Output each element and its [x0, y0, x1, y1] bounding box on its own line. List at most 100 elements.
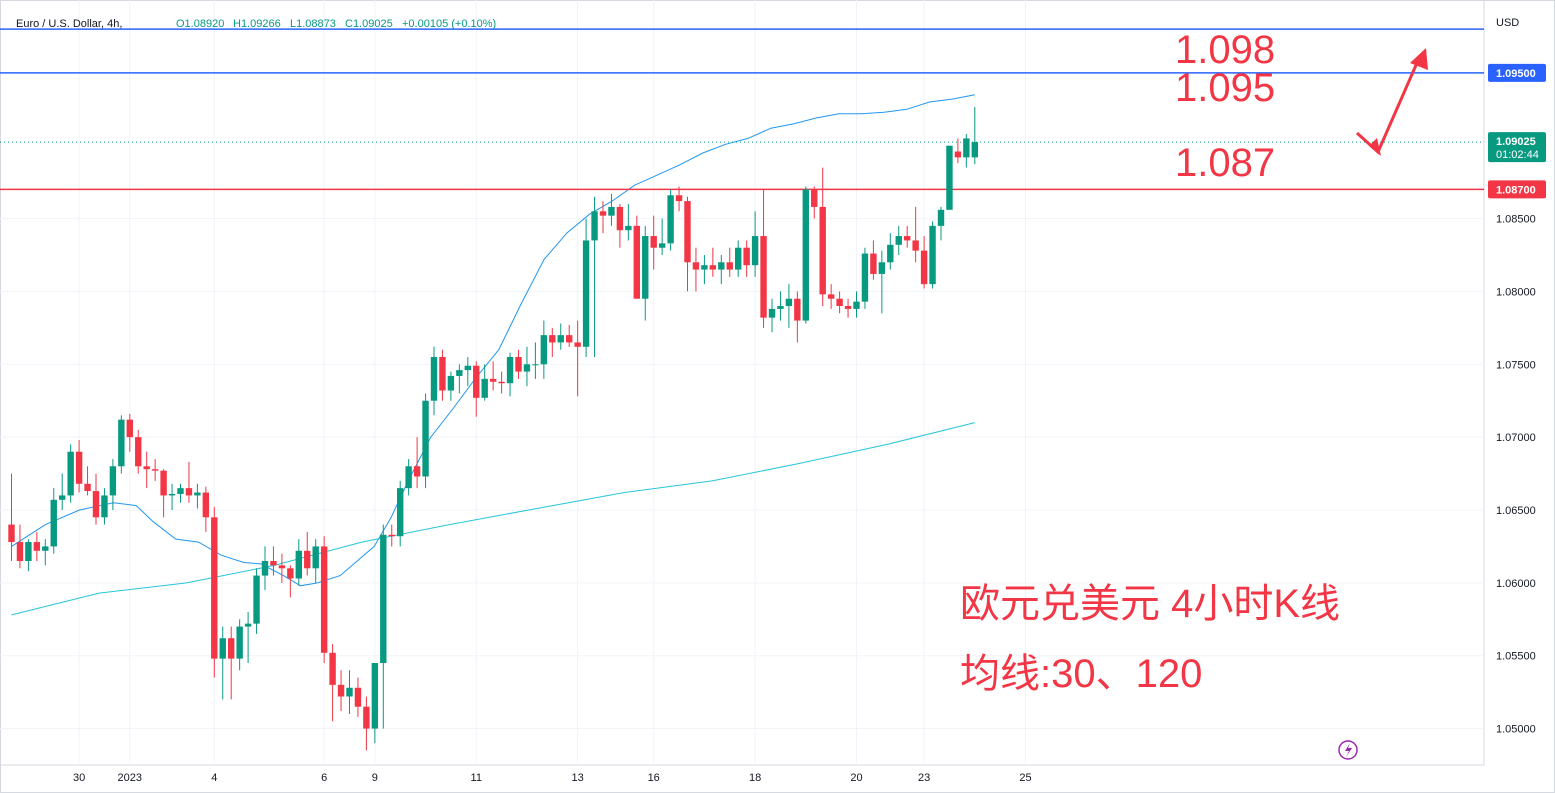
candle[interactable]: [946, 145, 953, 210]
candle[interactable]: [574, 320, 581, 397]
candle[interactable]: [219, 626, 226, 700]
candle[interactable]: [253, 568, 260, 634]
candle[interactable]: [346, 670, 353, 714]
candle[interactable]: [135, 429, 142, 474]
candle[interactable]: [337, 670, 345, 712]
candles[interactable]: [8, 106, 978, 751]
candle[interactable]: [667, 189, 674, 251]
candle[interactable]: [582, 218, 590, 357]
candle[interactable]: [811, 186, 818, 219]
candle[interactable]: [109, 459, 117, 510]
candle[interactable]: [489, 361, 497, 391]
candle[interactable]: [354, 677, 362, 717]
candle[interactable]: [380, 524, 387, 729]
candle[interactable]: [591, 196, 598, 357]
candle[interactable]: [616, 204, 624, 248]
candle[interactable]: [692, 247, 700, 292]
candle[interactable]: [794, 291, 801, 343]
candle[interactable]: [937, 206, 945, 241]
candle[interactable]: [92, 473, 100, 525]
candle[interactable]: [929, 221, 936, 289]
candle[interactable]: [971, 106, 978, 165]
candle[interactable]: [236, 619, 243, 671]
candle[interactable]: [912, 206, 919, 263]
candle[interactable]: [608, 193, 615, 226]
candle[interactable]: [532, 342, 539, 379]
candle[interactable]: [363, 696, 370, 751]
candle[interactable]: [168, 483, 176, 510]
candle[interactable]: [718, 255, 725, 285]
candle[interactable]: [287, 565, 294, 598]
candle[interactable]: [202, 486, 210, 532]
candle[interactable]: [895, 225, 902, 255]
candle[interactable]: [785, 284, 793, 328]
candle[interactable]: [498, 371, 505, 394]
candle[interactable]: [16, 524, 24, 569]
candle[interactable]: [84, 466, 91, 496]
candle[interactable]: [447, 371, 455, 401]
candle[interactable]: [844, 298, 852, 318]
candle[interactable]: [194, 483, 201, 509]
candle[interactable]: [506, 352, 514, 397]
candle[interactable]: [599, 201, 607, 234]
lightning-icon[interactable]: [1338, 740, 1358, 760]
candle[interactable]: [481, 364, 488, 401]
candle[interactable]: [963, 134, 970, 168]
candle[interactable]: [836, 291, 843, 314]
candle[interactable]: [768, 298, 776, 333]
candle[interactable]: [75, 440, 83, 493]
candle[interactable]: [658, 218, 666, 255]
candle[interactable]: [456, 364, 463, 394]
candle[interactable]: [802, 186, 809, 324]
candle[interactable]: [211, 507, 218, 678]
candle[interactable]: [726, 247, 733, 277]
candle[interactable]: [819, 167, 826, 306]
candle[interactable]: [397, 480, 404, 547]
candle[interactable]: [261, 546, 269, 591]
candle[interactable]: [735, 240, 742, 277]
candle[interactable]: [751, 211, 759, 277]
candle[interactable]: [887, 233, 894, 270]
candle[interactable]: [878, 250, 886, 314]
candle[interactable]: [684, 196, 691, 292]
candle[interactable]: [920, 236, 928, 289]
candle[interactable]: [101, 488, 108, 525]
candle[interactable]: [523, 346, 531, 387]
candle[interactable]: [388, 524, 395, 547]
candle[interactable]: [312, 539, 319, 583]
candle[interactable]: [304, 531, 311, 576]
candle[interactable]: [143, 451, 150, 489]
candle[interactable]: [295, 539, 302, 586]
candle[interactable]: [430, 346, 438, 416]
candle[interactable]: [549, 327, 556, 357]
candle[interactable]: [59, 473, 66, 510]
candle[interactable]: [473, 361, 480, 417]
candle[interactable]: [320, 536, 328, 663]
candle[interactable]: [904, 225, 911, 248]
candle[interactable]: [244, 612, 252, 663]
candle[interactable]: [67, 444, 74, 503]
candle[interactable]: [405, 459, 412, 496]
candle[interactable]: [270, 546, 277, 576]
candle[interactable]: [464, 357, 471, 387]
candle[interactable]: [870, 240, 877, 280]
candle[interactable]: [566, 324, 573, 347]
candle[interactable]: [371, 663, 379, 744]
candle[interactable]: [151, 459, 159, 481]
candle[interactable]: [675, 186, 683, 212]
candle[interactable]: [160, 469, 167, 518]
candle[interactable]: [8, 473, 15, 561]
horizontal-lines[interactable]: [0, 28, 1484, 191]
candle[interactable]: [861, 247, 869, 309]
time-axis[interactable]: 30 2023 4 6 9 11 13 16 18 20 23 25: [73, 772, 1032, 784]
candle[interactable]: [278, 553, 286, 583]
candle[interactable]: [118, 415, 125, 474]
candle[interactable]: [329, 644, 336, 722]
candle[interactable]: [827, 284, 835, 309]
candle[interactable]: [760, 189, 767, 328]
candle[interactable]: [42, 539, 49, 566]
candle[interactable]: [540, 320, 548, 379]
candle[interactable]: [413, 437, 421, 489]
candle[interactable]: [50, 488, 57, 554]
